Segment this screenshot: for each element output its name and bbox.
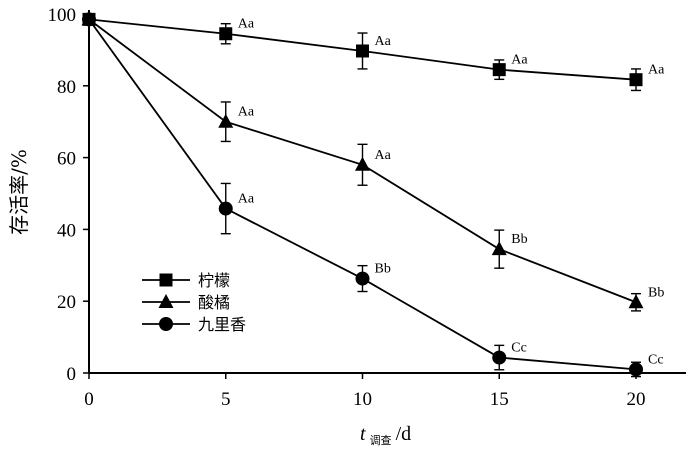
series-lines: [88, 18, 637, 371]
data-label-lemon: Aa: [238, 17, 255, 32]
marker-lemon: [629, 73, 643, 87]
marker-murraya: [82, 12, 96, 27]
marker-sour-orange: [628, 294, 644, 309]
marker-lemon: [219, 27, 233, 41]
marker-murraya: [492, 350, 507, 365]
data-label-sour-orange: Bb: [648, 285, 664, 300]
marker-sour-orange: [491, 241, 507, 256]
y-tick-label: 60: [57, 149, 76, 170]
legend-marker-sour-orange: [158, 294, 174, 308]
marker-lemon: [356, 44, 369, 58]
x-axis-label: t 调查 /d: [360, 423, 411, 448]
y-tick-label: 0: [67, 364, 77, 385]
axes: [88, 10, 686, 374]
x-tick-label: 20: [627, 389, 646, 410]
data-labels: Aa Aa Aa Aa Aa Aa Bb Bb Aa Bb Cc Cc: [238, 17, 665, 368]
data-label-lemon: Aa: [375, 34, 392, 49]
series-line-murraya: [88, 18, 637, 371]
x-axis-label-sub: 调查: [370, 433, 392, 447]
x-tick-label: 5: [221, 389, 231, 410]
x-axis-label-var: t: [360, 423, 366, 445]
x-tick-label: 15: [490, 389, 509, 410]
data-label-murraya: Bb: [375, 262, 391, 277]
y-tick-label: 100: [48, 5, 77, 26]
y-tick-label: 20: [57, 292, 76, 313]
x-tick-label: 0: [84, 389, 94, 410]
marker-murraya: [629, 362, 643, 377]
marker-sour-orange: [218, 113, 234, 128]
y-tick-label: 80: [57, 77, 76, 98]
data-label-sour-orange: Aa: [375, 148, 392, 163]
data-label-murraya: Cc: [648, 352, 664, 367]
data-label-murraya: Aa: [238, 192, 255, 207]
data-label-lemon: Aa: [648, 63, 665, 78]
legend-marker-lemon: [159, 273, 173, 287]
legend-marker-murraya: [159, 317, 173, 331]
legend-label-lemon: 柠檬: [198, 271, 230, 290]
ticks: 0 5 10 15 20 0 20 40 60 80 100: [48, 5, 646, 410]
marker-murraya: [355, 271, 370, 286]
data-label-murraya: Cc: [511, 341, 527, 356]
marker-sour-orange: [355, 156, 370, 171]
y-axis-label: 存活率/%: [7, 149, 31, 235]
legend-label-sour-orange: 酸橘: [198, 293, 230, 312]
x-axis-label-unit: /d: [396, 423, 412, 445]
data-markers: [81, 11, 644, 377]
legend-label-murraya: 九里香: [198, 315, 246, 334]
data-label-lemon: Aa: [511, 53, 528, 68]
marker-lemon: [492, 63, 506, 77]
data-label-sour-orange: Bb: [511, 232, 527, 247]
x-tick-label: 10: [353, 389, 372, 410]
marker-murraya: [218, 201, 233, 216]
data-label-sour-orange: Aa: [238, 105, 255, 120]
y-tick-label: 40: [57, 220, 76, 241]
